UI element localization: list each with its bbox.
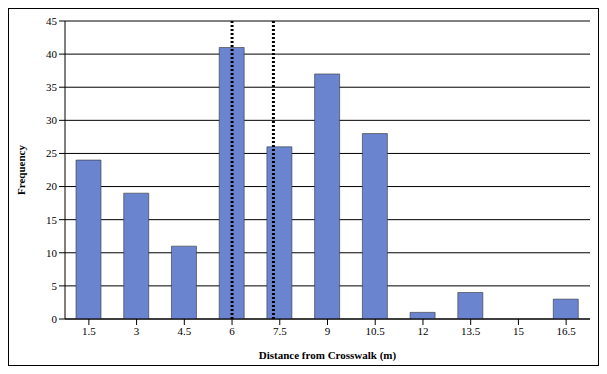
svg-text:13.5: 13.5 [461,325,481,337]
svg-text:Distance from Crosswalk (m): Distance from Crosswalk (m) [259,349,397,362]
svg-text:45: 45 [46,15,58,27]
svg-text:Frequency: Frequency [15,145,27,195]
svg-text:30: 30 [46,114,58,126]
svg-text:6: 6 [229,325,235,337]
svg-text:16.5: 16.5 [557,325,577,337]
svg-text:40: 40 [46,48,58,60]
svg-text:1.5: 1.5 [82,325,96,337]
svg-text:35: 35 [46,81,58,93]
svg-text:15: 15 [513,325,525,337]
svg-text:20: 20 [46,180,58,192]
svg-text:3: 3 [134,325,140,337]
svg-text:0: 0 [52,313,58,325]
svg-text:9: 9 [325,325,331,337]
svg-text:25: 25 [46,147,58,159]
svg-text:5: 5 [52,280,58,292]
svg-text:12: 12 [417,325,428,337]
svg-text:15: 15 [46,214,58,226]
svg-text:10: 10 [46,247,58,259]
svg-text:4.5: 4.5 [177,325,191,337]
svg-text:10.5: 10.5 [366,325,386,337]
svg-text:7.5: 7.5 [273,325,287,337]
